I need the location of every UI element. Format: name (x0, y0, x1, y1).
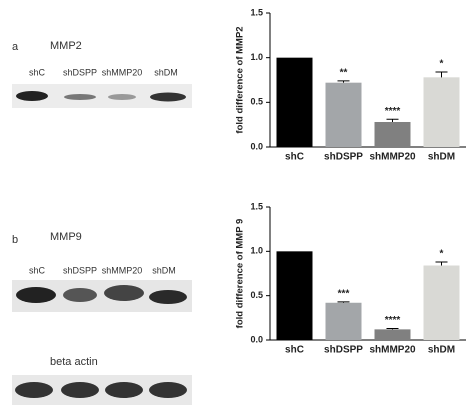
bar (423, 265, 460, 340)
panel-letter: b (12, 234, 18, 246)
lane-label: shC (29, 67, 46, 77)
lane-label: shDM (154, 67, 178, 77)
significance: **** (385, 106, 401, 117)
lane-label: shDSPP (63, 265, 97, 275)
y-tick-label: 1.5 (250, 7, 263, 17)
band (16, 91, 48, 101)
y-axis-title: fold difference of MMP2 (235, 26, 246, 133)
x-tick-label: shDSPP (324, 152, 363, 163)
protein-label: MMP2 (50, 40, 82, 52)
lane-label: shDSPP (63, 67, 97, 77)
y-tick-label: 0.5 (250, 97, 263, 107)
y-axis-title: fold difference of MMP 9 (235, 219, 246, 329)
significance: **** (385, 315, 401, 326)
x-tick-label: shC (285, 152, 304, 163)
band (149, 382, 187, 398)
significance: ** (340, 68, 348, 79)
y-tick-label: 0.0 (250, 334, 263, 344)
band (105, 382, 143, 398)
error-bar (337, 301, 350, 303)
band (64, 94, 96, 100)
band (16, 287, 56, 303)
lane-label: shDM (152, 265, 176, 275)
error-bar (337, 80, 350, 83)
band (15, 382, 53, 398)
x-tick-label: shMMP20 (369, 345, 416, 356)
bar (374, 121, 411, 147)
lane-label: shMMP20 (102, 265, 143, 275)
bar (276, 57, 313, 147)
bar (374, 329, 411, 340)
bar (276, 251, 313, 340)
band (61, 382, 99, 398)
panel-letter: a (12, 41, 19, 53)
bar (325, 82, 362, 147)
y-tick-label: 1.5 (250, 201, 263, 211)
y-tick-label: 1.0 (250, 52, 263, 62)
y-tick-label: 0.0 (250, 141, 263, 151)
lane-label: shC (29, 265, 46, 275)
bar (325, 302, 362, 340)
y-tick-label: 1.0 (250, 246, 263, 256)
error-bar (435, 71, 448, 78)
band (63, 288, 97, 302)
error-bar (386, 327, 399, 330)
bar (423, 77, 460, 147)
x-tick-label: shDM (428, 345, 455, 356)
x-tick-label: shDSPP (324, 345, 363, 356)
band (108, 94, 136, 100)
band (150, 92, 186, 102)
error-bar (386, 118, 399, 122)
error-bar (435, 261, 448, 266)
x-tick-label: shMMP20 (369, 152, 416, 163)
significance: * (440, 249, 444, 260)
significance: * (440, 59, 444, 70)
x-tick-label: shC (285, 345, 304, 356)
significance: *** (338, 289, 350, 300)
lane-label: shMMP20 (102, 67, 143, 77)
band (149, 290, 187, 304)
loading-control-label: beta actin (50, 356, 98, 368)
x-tick-label: shDM (428, 152, 455, 163)
y-tick-label: 0.5 (250, 290, 263, 300)
band (104, 285, 144, 301)
protein-label: MMP9 (50, 231, 82, 243)
